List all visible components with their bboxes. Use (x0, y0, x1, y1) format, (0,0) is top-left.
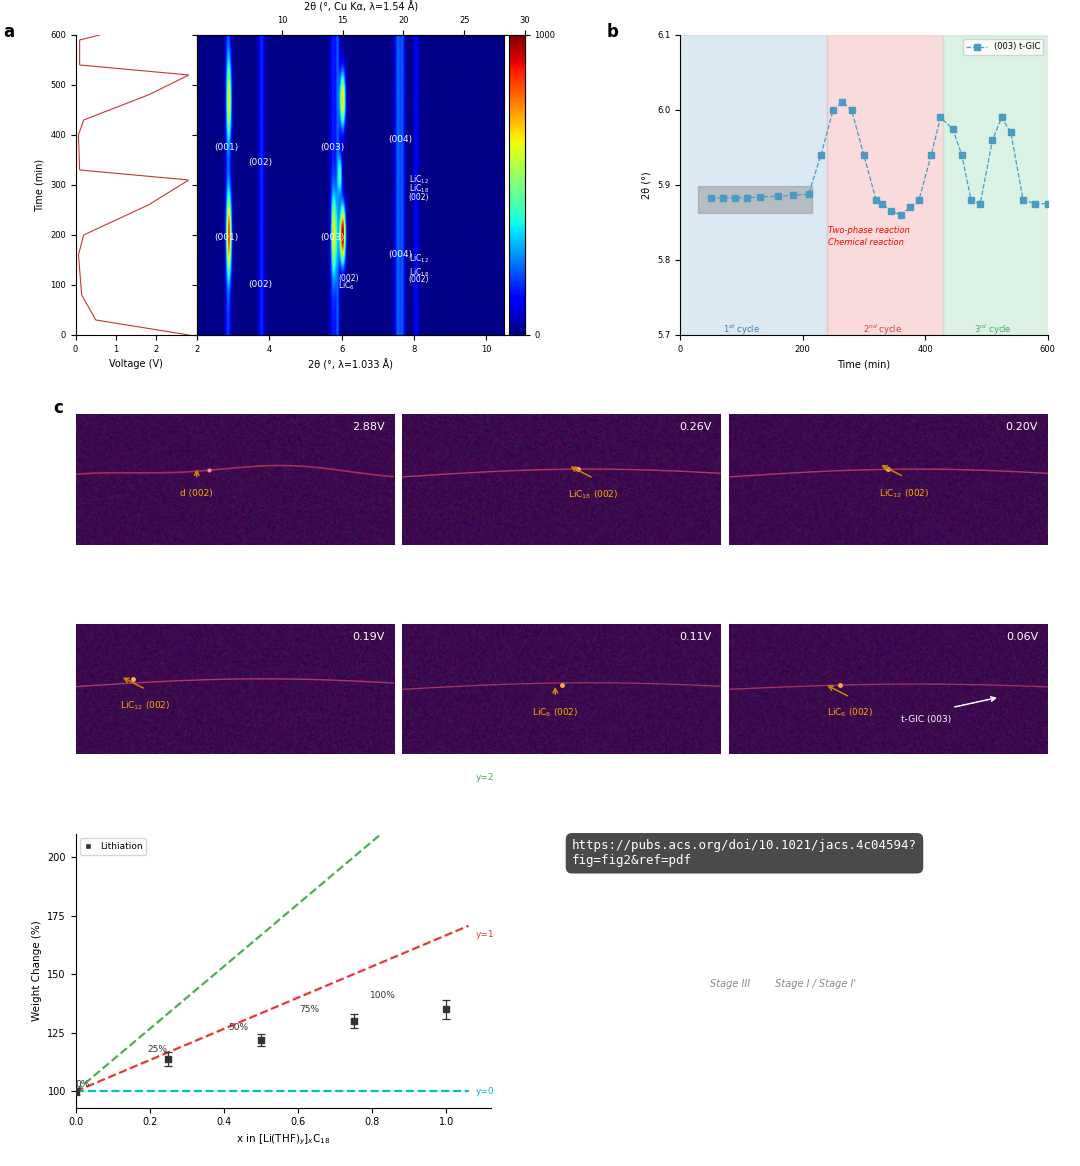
Text: https://pubs.acs.org/doi/10.1021/jacs.4c04594?
fig=fig2&ref=pdf: https://pubs.acs.org/doi/10.1021/jacs.4c… (572, 840, 917, 868)
Text: (003): (003) (329, 233, 353, 243)
Text: 75%: 75% (299, 1005, 320, 1013)
Text: LiC$_{12}$: LiC$_{12}$ (422, 253, 443, 265)
Text: 100%: 100% (370, 991, 396, 999)
X-axis label: 2θ (°, Cu Kα, λ=1.54 Å): 2θ (°, Cu Kα, λ=1.54 Å) (303, 1, 418, 13)
Text: LiC$_{6}$ (002): LiC$_{6}$ (002) (827, 707, 874, 718)
X-axis label: Voltage (V): Voltage (V) (109, 359, 163, 370)
Bar (680, 35, 827, 335)
X-axis label: x in [Li(THF)$_y$]$_x$C$_{18}$: x in [Li(THF)$_y$]$_x$C$_{18}$ (235, 1133, 330, 1147)
Text: LiC$_{18}$: LiC$_{18}$ (422, 266, 443, 279)
Text: (004): (004) (402, 135, 426, 145)
Text: y=2: y=2 (476, 773, 495, 782)
Text: d (002): d (002) (180, 489, 213, 498)
Text: LiC$_6$: LiC$_6$ (348, 280, 364, 293)
Legend: Lithiation: Lithiation (80, 838, 146, 855)
Text: 0.11V: 0.11V (679, 632, 712, 641)
Text: 25%: 25% (147, 1045, 167, 1054)
Bar (827, 35, 944, 335)
Text: Stage III        Stage I / Stage I': Stage III Stage I / Stage I' (711, 979, 856, 990)
Text: (002): (002) (422, 194, 443, 203)
Text: 0.26V: 0.26V (679, 422, 712, 433)
Text: 1$^{st}$ cycle: 1$^{st}$ cycle (723, 322, 759, 337)
Text: LiC$_{12}$ (002): LiC$_{12}$ (002) (879, 487, 930, 500)
Text: (003): (003) (329, 143, 353, 152)
X-axis label: 2θ (°, λ=1.033 Å): 2θ (°, λ=1.033 Å) (319, 359, 403, 371)
Text: (004): (004) (402, 251, 426, 260)
Text: Two-phase reaction
Chemical reaction: Two-phase reaction Chemical reaction (828, 226, 910, 247)
Text: 2.88V: 2.88V (352, 422, 384, 433)
Text: y=0: y=0 (476, 1087, 495, 1096)
Text: b: b (607, 23, 619, 41)
Text: y=1: y=1 (476, 930, 495, 939)
Y-axis label: Weight Change (%): Weight Change (%) (31, 920, 42, 1021)
Bar (944, 35, 1048, 335)
Text: (002): (002) (422, 275, 443, 285)
Text: 50%: 50% (229, 1024, 248, 1032)
X-axis label: Time (min): Time (min) (837, 359, 890, 370)
Text: 0.20V: 0.20V (1005, 422, 1038, 433)
Text: 3$^{rd}$ cycle: 3$^{rd}$ cycle (973, 322, 1011, 337)
Text: (002): (002) (253, 157, 276, 167)
Text: 0%: 0% (76, 1080, 91, 1089)
Text: a: a (3, 23, 14, 41)
Text: (001): (001) (216, 143, 241, 152)
Text: c: c (53, 399, 63, 416)
Text: 0.06V: 0.06V (1005, 632, 1038, 641)
Text: (001): (001) (216, 233, 241, 243)
Text: LiC$_{6}$ (002): LiC$_{6}$ (002) (532, 707, 579, 718)
Text: LiC$_{12}$ (002): LiC$_{12}$ (002) (121, 700, 171, 712)
Text: LiC$_{18}$ (002): LiC$_{18}$ (002) (568, 489, 619, 501)
Text: (002): (002) (348, 274, 368, 283)
Text: 0.19V: 0.19V (352, 632, 384, 641)
Y-axis label: Time (min): Time (min) (35, 159, 44, 211)
Text: (002): (002) (253, 281, 276, 289)
Text: 2$^{nd}$ cycle: 2$^{nd}$ cycle (863, 322, 902, 337)
Text: LiC$_{12}$: LiC$_{12}$ (422, 174, 443, 187)
Y-axis label: 2θ (°): 2θ (°) (642, 171, 651, 198)
Legend: (003) t-GIC: (003) t-GIC (963, 40, 1043, 55)
Text: LiC$_{18}$: LiC$_{18}$ (422, 183, 443, 195)
Text: t-GIC (003): t-GIC (003) (902, 716, 951, 724)
